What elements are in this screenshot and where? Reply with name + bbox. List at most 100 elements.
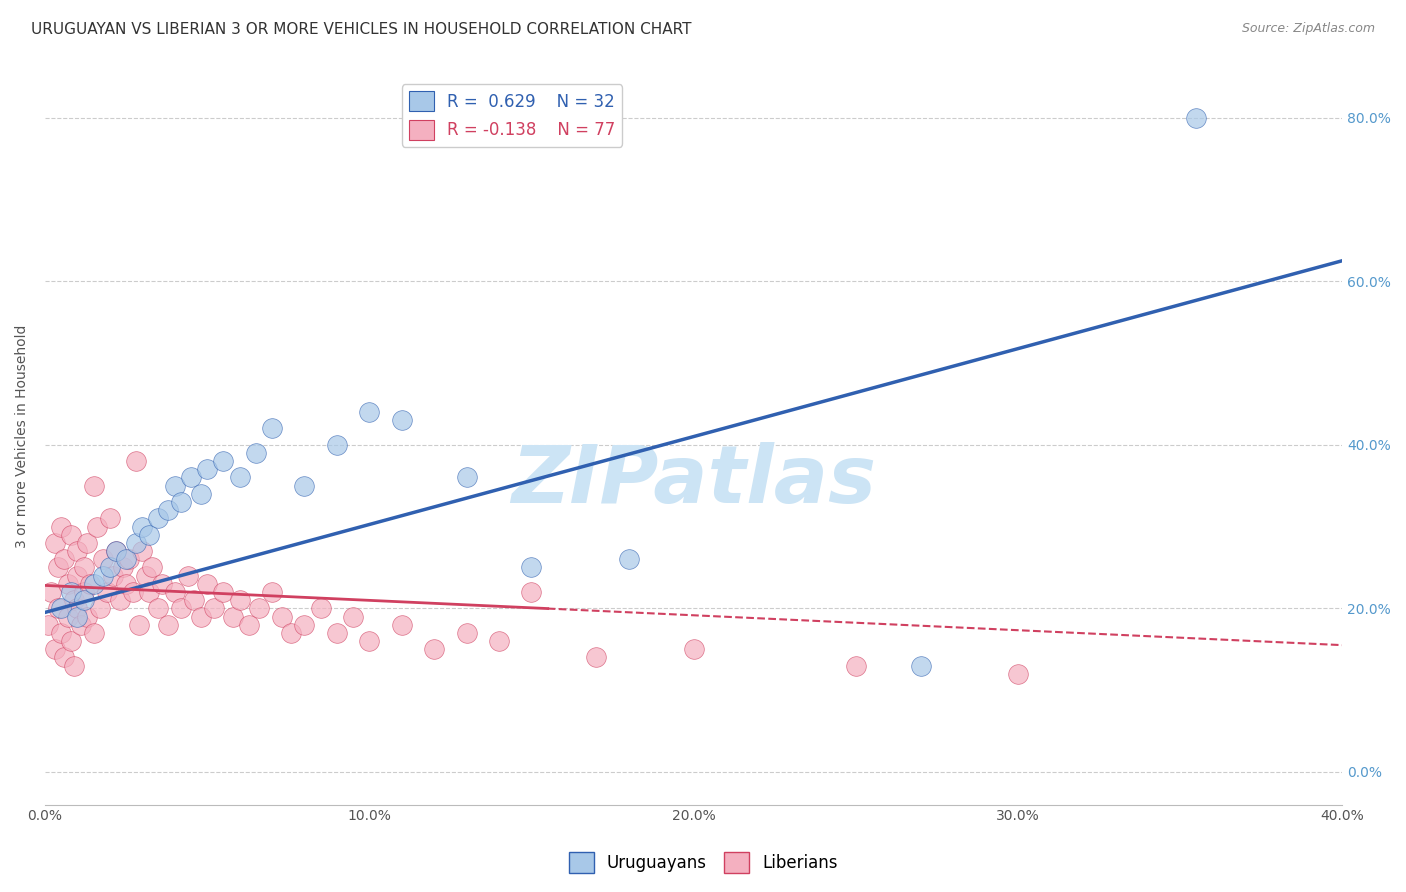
Point — [115, 552, 138, 566]
Point — [157, 617, 180, 632]
Point — [391, 413, 413, 427]
Point — [98, 511, 121, 525]
Legend: Uruguayans, Liberians: Uruguayans, Liberians — [562, 846, 844, 880]
Point — [190, 487, 212, 501]
Point — [180, 470, 202, 484]
Point — [79, 576, 101, 591]
Point — [190, 609, 212, 624]
Point — [53, 650, 76, 665]
Point — [63, 593, 86, 607]
Point — [294, 478, 316, 492]
Point — [520, 560, 543, 574]
Point — [66, 568, 89, 582]
Point — [1185, 111, 1208, 125]
Point — [617, 552, 640, 566]
Point — [73, 560, 96, 574]
Point — [163, 585, 186, 599]
Point — [105, 544, 128, 558]
Point — [148, 511, 170, 525]
Point — [1007, 666, 1029, 681]
Point — [46, 601, 69, 615]
Point — [238, 617, 260, 632]
Point — [63, 658, 86, 673]
Point — [176, 568, 198, 582]
Point — [280, 625, 302, 640]
Point — [118, 552, 141, 566]
Point — [83, 478, 105, 492]
Point — [51, 625, 73, 640]
Point — [86, 519, 108, 533]
Point — [488, 634, 510, 648]
Point — [520, 585, 543, 599]
Point — [66, 609, 89, 624]
Point — [294, 617, 316, 632]
Point — [59, 527, 82, 541]
Point — [682, 642, 704, 657]
Point — [93, 568, 115, 582]
Point — [98, 560, 121, 574]
Point — [56, 609, 79, 624]
Point — [59, 634, 82, 648]
Point — [260, 421, 283, 435]
Point — [121, 585, 143, 599]
Text: Source: ZipAtlas.com: Source: ZipAtlas.com — [1241, 22, 1375, 36]
Point — [260, 585, 283, 599]
Y-axis label: 3 or more Vehicles in Household: 3 or more Vehicles in Household — [15, 325, 30, 549]
Point — [44, 642, 66, 657]
Point — [125, 536, 148, 550]
Point — [222, 609, 245, 624]
Point — [96, 585, 118, 599]
Point — [51, 601, 73, 615]
Point — [141, 560, 163, 574]
Point — [148, 601, 170, 615]
Point — [56, 576, 79, 591]
Point — [195, 462, 218, 476]
Point — [138, 585, 160, 599]
Point — [115, 576, 138, 591]
Point — [228, 593, 250, 607]
Point — [73, 593, 96, 607]
Point — [53, 552, 76, 566]
Point — [93, 552, 115, 566]
Point — [157, 503, 180, 517]
Point — [845, 658, 868, 673]
Point — [125, 454, 148, 468]
Point — [108, 593, 131, 607]
Point — [212, 454, 235, 468]
Point — [131, 544, 153, 558]
Point — [391, 617, 413, 632]
Point — [89, 601, 111, 615]
Point — [163, 478, 186, 492]
Point — [51, 519, 73, 533]
Point — [131, 519, 153, 533]
Point — [105, 544, 128, 558]
Legend: R =  0.629    N = 32, R = -0.138    N = 77: R = 0.629 N = 32, R = -0.138 N = 77 — [402, 84, 621, 146]
Point — [46, 560, 69, 574]
Point — [245, 446, 267, 460]
Point — [73, 585, 96, 599]
Point — [83, 576, 105, 591]
Point — [59, 585, 82, 599]
Point — [359, 634, 381, 648]
Point — [342, 609, 364, 624]
Point — [69, 617, 91, 632]
Point — [76, 609, 98, 624]
Point — [247, 601, 270, 615]
Point — [195, 576, 218, 591]
Point — [66, 601, 89, 615]
Point — [83, 625, 105, 640]
Point — [111, 560, 134, 574]
Point — [183, 593, 205, 607]
Point — [138, 527, 160, 541]
Point — [326, 625, 349, 640]
Text: URUGUAYAN VS LIBERIAN 3 OR MORE VEHICLES IN HOUSEHOLD CORRELATION CHART: URUGUAYAN VS LIBERIAN 3 OR MORE VEHICLES… — [31, 22, 692, 37]
Point — [134, 568, 156, 582]
Point — [423, 642, 446, 657]
Point — [76, 536, 98, 550]
Point — [66, 544, 89, 558]
Point — [37, 617, 59, 632]
Point — [359, 405, 381, 419]
Point — [170, 495, 193, 509]
Point — [326, 438, 349, 452]
Point — [128, 617, 150, 632]
